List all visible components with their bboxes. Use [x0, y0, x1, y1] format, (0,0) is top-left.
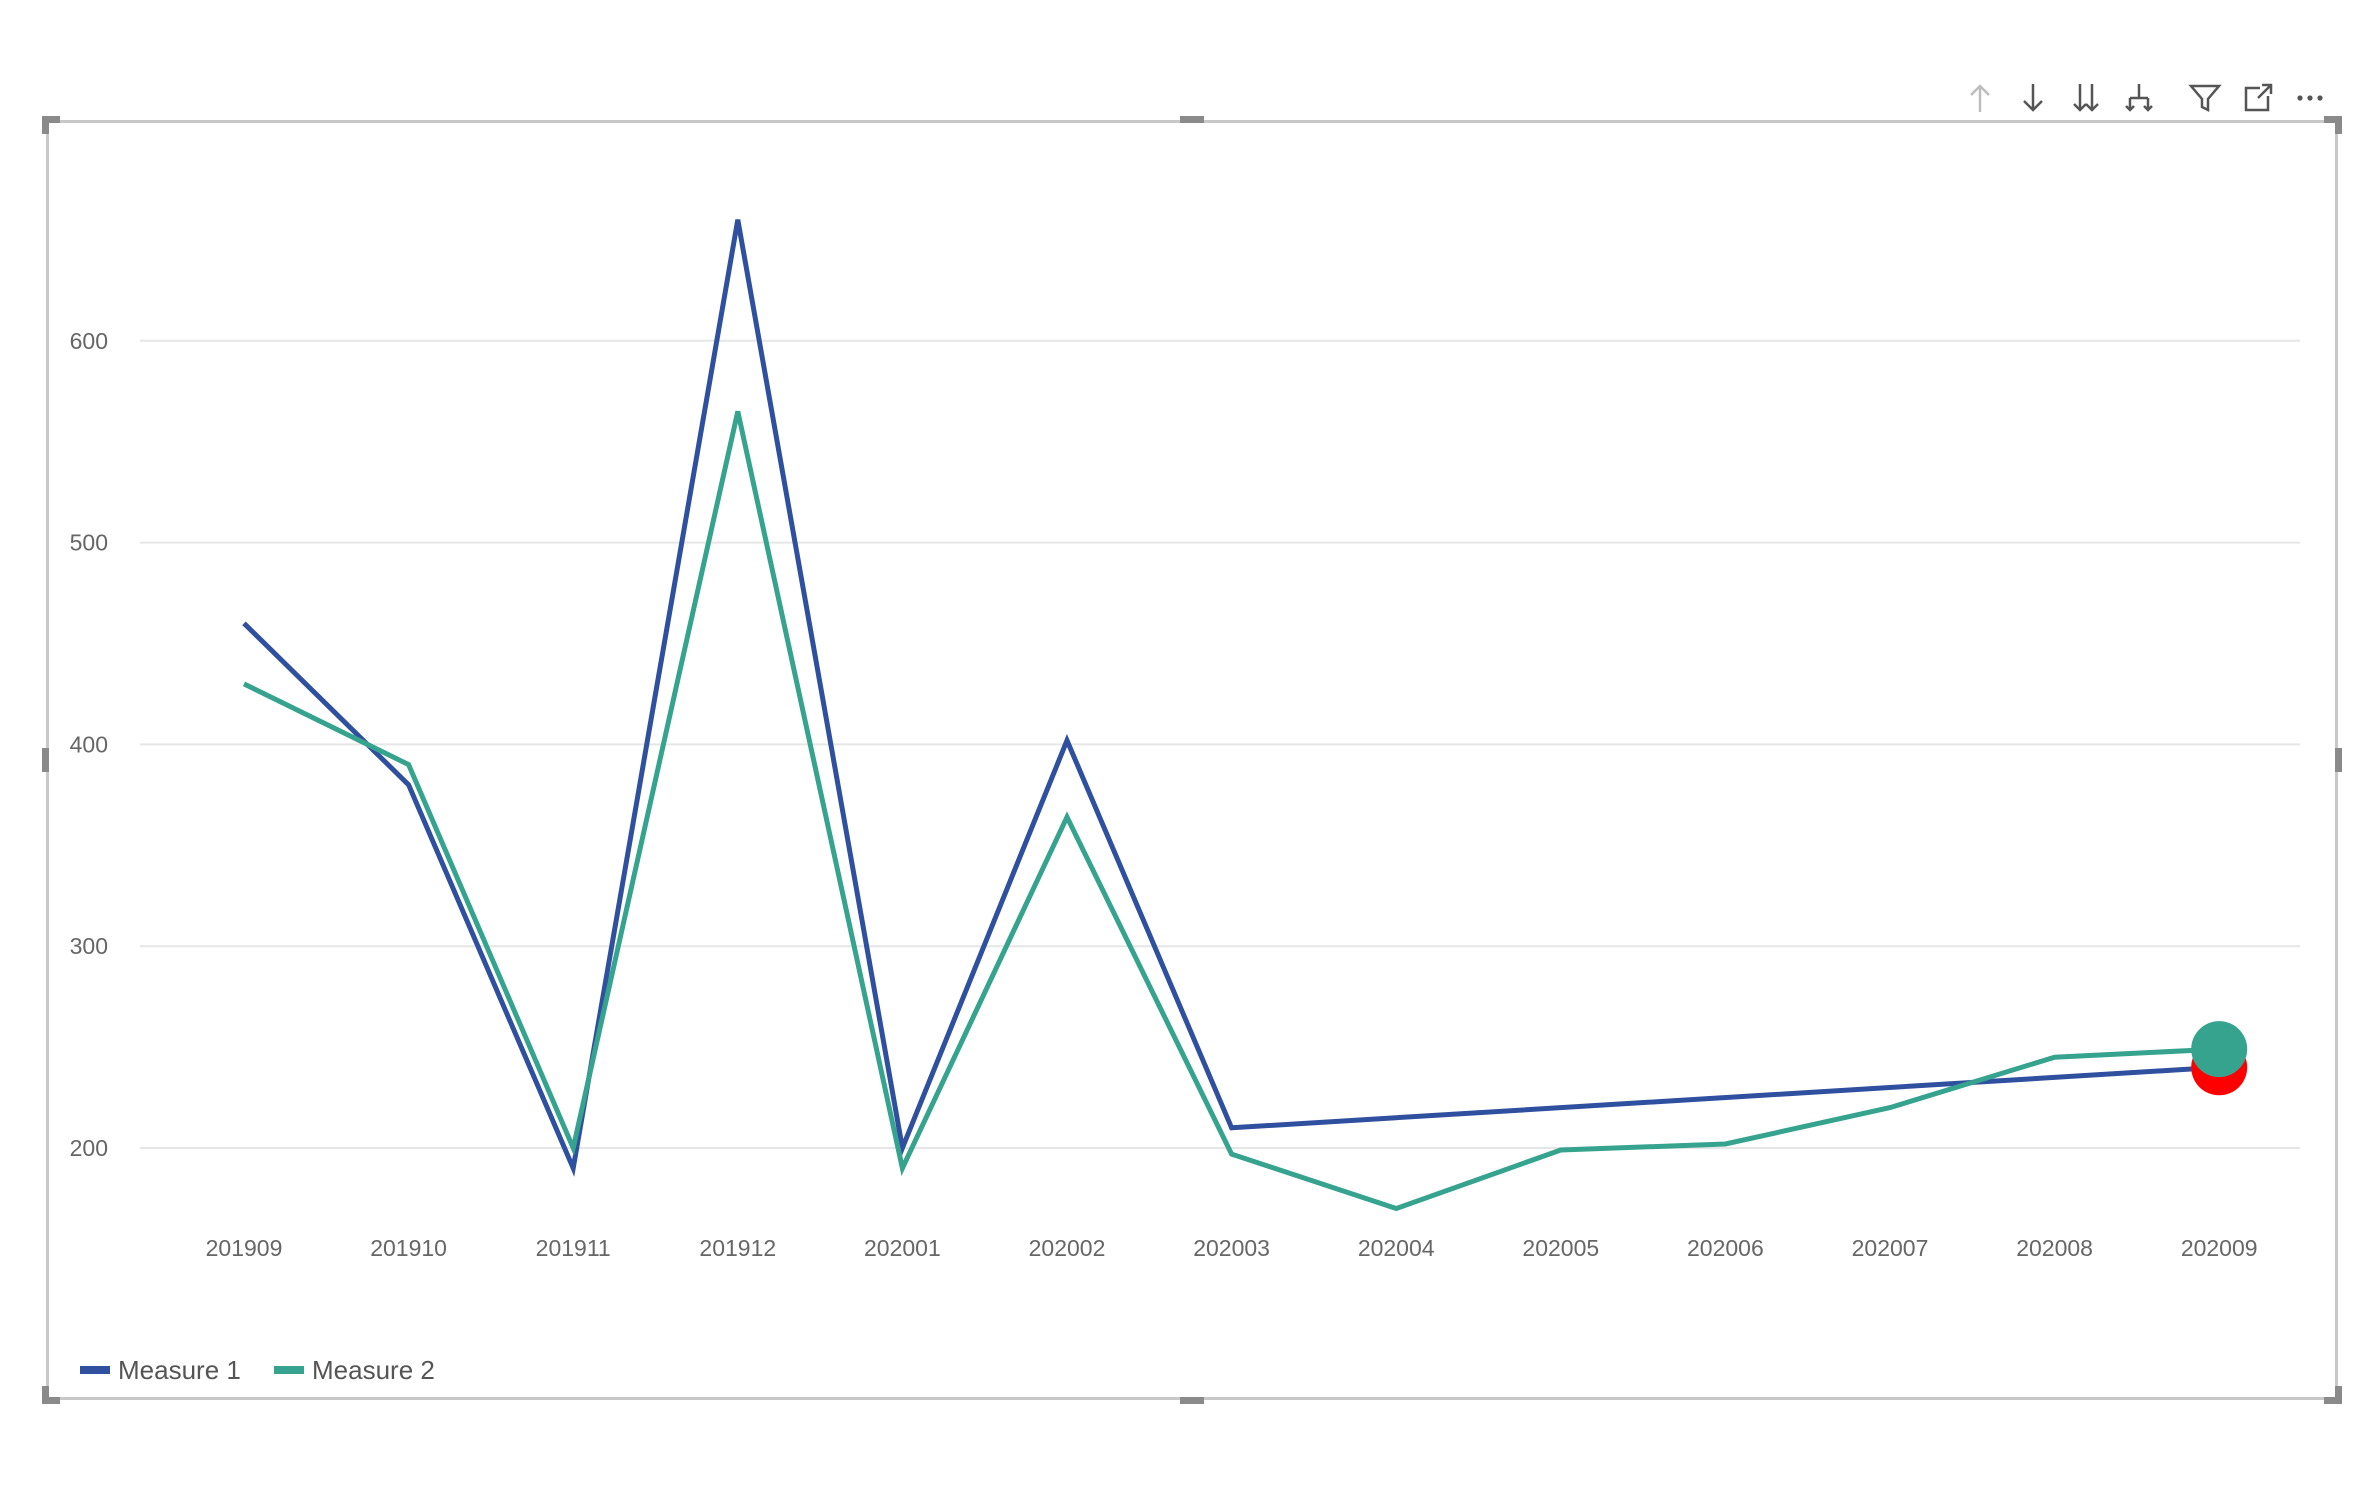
- legend-swatch-measure-2: [274, 1366, 304, 1374]
- legend: Measure 1 Measure 2: [80, 1355, 435, 1385]
- x-tick-label: 202009: [2181, 1235, 2258, 1261]
- resize-handle-bottom[interactable]: [1180, 1397, 1204, 1404]
- y-tick-label: 400: [70, 731, 108, 757]
- highlight-marker-2: [2191, 1021, 2248, 1078]
- series-line-measure-2: [242, 410, 2220, 1212]
- series-lines: [242, 219, 2220, 1212]
- x-tick-label: 202006: [1687, 1235, 1764, 1261]
- visual-header-toolbar: [1960, 78, 2330, 118]
- highlight-markers: [2191, 1021, 2248, 1096]
- resize-handle-top-right[interactable]: [2324, 116, 2342, 123]
- x-tick-label: 201909: [206, 1235, 283, 1261]
- filter-icon[interactable]: [2185, 78, 2225, 118]
- expand-hierarchy-icon[interactable]: [2119, 78, 2159, 118]
- x-tick-label: 202002: [1029, 1235, 1106, 1261]
- resize-handle-bottom-right-v[interactable]: [2335, 1386, 2342, 1404]
- y-tick-label: 500: [70, 530, 108, 556]
- gridlines: [140, 339, 2300, 1149]
- resize-handle-top[interactable]: [1180, 116, 1204, 123]
- legend-label-measure-2: Measure 2: [312, 1355, 435, 1385]
- x-tick-label: 202001: [864, 1235, 941, 1261]
- y-tick-label: 300: [70, 933, 108, 959]
- resize-handle-top-left-v[interactable]: [42, 116, 49, 134]
- x-tick-label: 202008: [2016, 1235, 2093, 1261]
- resize-handle-bottom-left-v[interactable]: [42, 1386, 49, 1404]
- x-tick-label: 201912: [699, 1235, 776, 1261]
- drill-down-icon[interactable]: [2013, 78, 2053, 118]
- y-tick-label: 200: [70, 1135, 108, 1161]
- more-options-icon[interactable]: [2290, 78, 2330, 118]
- x-tick-label: 202003: [1193, 1235, 1270, 1261]
- y-tick-label: 600: [70, 328, 108, 354]
- x-tick-label: 202004: [1358, 1235, 1435, 1261]
- y-axis: 200 300 400 500 600: [70, 328, 108, 1161]
- legend-label-measure-1: Measure 1: [118, 1355, 241, 1385]
- expand-next-level-icon[interactable]: [2066, 78, 2106, 118]
- drill-up-icon[interactable]: [1960, 78, 2000, 118]
- x-tick-label: 201911: [536, 1235, 611, 1261]
- x-tick-label: 201910: [370, 1235, 447, 1261]
- x-axis: 201909 201910 201911 201912 202001 202002 2020…: [206, 1235, 2258, 1261]
- series-line-measure-1: [242, 219, 2220, 1177]
- resize-handle-left[interactable]: [42, 748, 49, 772]
- focus-mode-icon[interactable]: [2238, 78, 2278, 118]
- legend-swatch-measure-1: [80, 1366, 110, 1374]
- resize-handle-bottom-right[interactable]: [2324, 1397, 2342, 1404]
- resize-handle-top-left[interactable]: [42, 116, 60, 123]
- resize-handle-right[interactable]: [2335, 748, 2342, 772]
- resize-handle-top-right-v[interactable]: [2335, 116, 2342, 134]
- x-tick-label: 202005: [1522, 1235, 1599, 1261]
- resize-handle-bottom-left[interactable]: [42, 1397, 60, 1404]
- x-tick-label: 202007: [1852, 1235, 1929, 1261]
